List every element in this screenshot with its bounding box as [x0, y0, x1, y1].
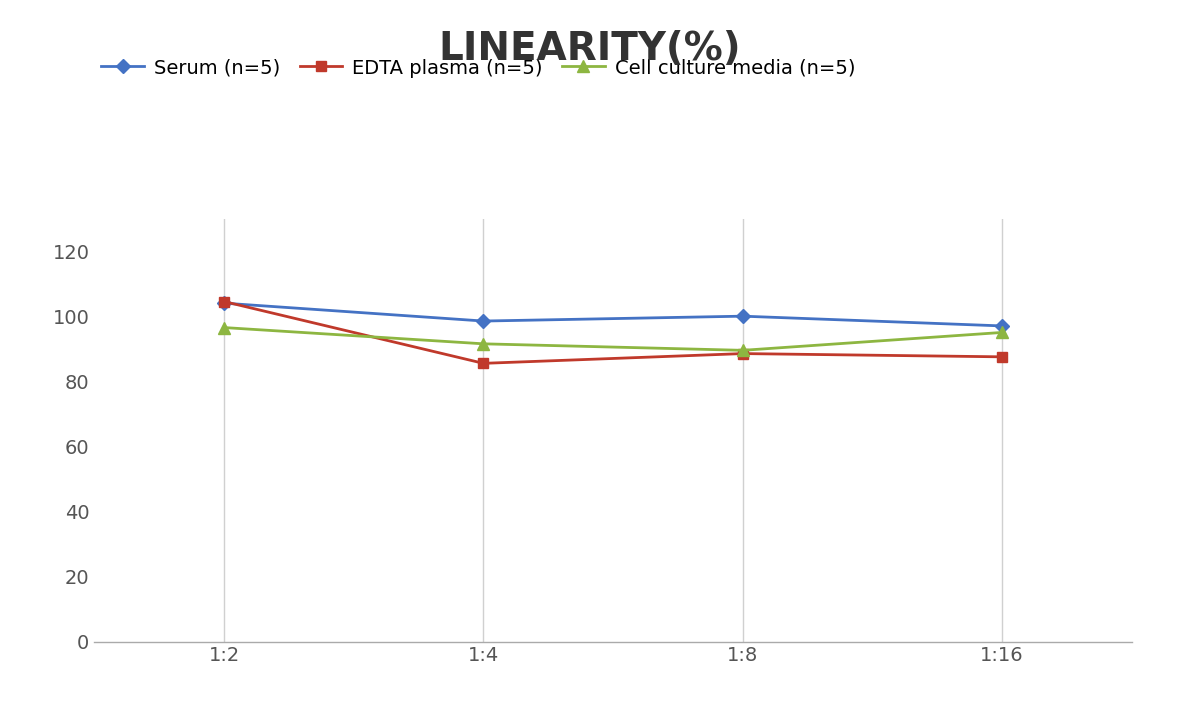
EDTA plasma (n=5) — [476, 359, 490, 367]
Line: Cell culture media (n=5): Cell culture media (n=5) — [218, 322, 1008, 356]
Cell culture media (n=5) — [217, 324, 231, 332]
Serum (n=5) — [995, 321, 1009, 330]
Line: EDTA plasma (n=5): EDTA plasma (n=5) — [219, 297, 1007, 368]
Line: Serum (n=5): Serum (n=5) — [219, 298, 1007, 331]
Cell culture media (n=5) — [736, 346, 750, 355]
Cell culture media (n=5) — [995, 329, 1009, 337]
Legend: Serum (n=5), EDTA plasma (n=5), Cell culture media (n=5): Serum (n=5), EDTA plasma (n=5), Cell cul… — [93, 51, 863, 85]
EDTA plasma (n=5) — [736, 350, 750, 358]
Cell culture media (n=5) — [476, 340, 490, 348]
Serum (n=5) — [736, 312, 750, 320]
Serum (n=5) — [217, 299, 231, 307]
EDTA plasma (n=5) — [995, 352, 1009, 361]
Serum (n=5) — [476, 317, 490, 325]
Text: LINEARITY(%): LINEARITY(%) — [439, 30, 740, 68]
EDTA plasma (n=5) — [217, 298, 231, 306]
